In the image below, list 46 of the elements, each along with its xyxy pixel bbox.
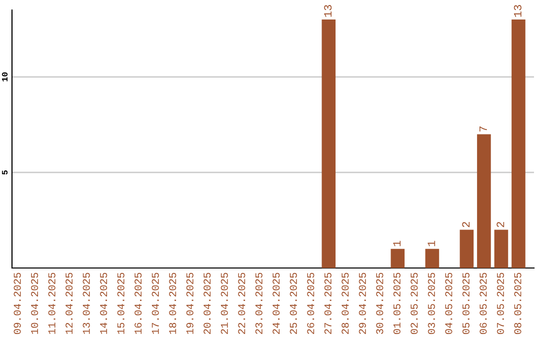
bar — [477, 134, 491, 268]
data-label: 13 — [324, 5, 332, 17]
bar — [512, 20, 526, 268]
x-tick-label: 28.04.2025 — [342, 272, 349, 334]
bar — [425, 248, 440, 268]
x-tick-label: 16.04.2025 — [134, 272, 142, 334]
x-tick-label: 03.05.2025 — [428, 272, 435, 334]
data-label: 2 — [462, 222, 470, 228]
x-tick-label: 05.05.2025 — [462, 272, 470, 334]
data-label: 1 — [428, 240, 436, 246]
x-tick-label: 07.05.2025 — [496, 272, 504, 334]
x-tick-label: 08.05.2025 — [514, 272, 522, 334]
data-label: 1 — [393, 240, 401, 246]
x-tick-label: 30.04.2025 — [376, 272, 384, 334]
x-tick-label: 24.04.2025 — [272, 272, 280, 334]
x-tick-label: 04.05.2025 — [445, 272, 452, 334]
x-tick-label: 25.04.2025 — [290, 272, 297, 334]
data-label: 2 — [496, 222, 504, 228]
x-tick-label: 20.04.2025 — [204, 272, 211, 334]
bar — [322, 20, 336, 268]
x-tick-label: 02.05.2025 — [410, 272, 418, 334]
x-tick-label: 17.04.2025 — [152, 272, 159, 334]
bar — [460, 230, 474, 268]
bar — [494, 230, 508, 268]
x-tick-label: 13.04.2025 — [82, 272, 90, 334]
y-tick-label: 5 — [2, 170, 8, 175]
x-tick-label: 14.04.2025 — [100, 272, 108, 334]
bar — [390, 248, 405, 268]
x-tick-label: 06.05.2025 — [480, 272, 487, 334]
x-tick-label: 26.04.2025 — [307, 272, 314, 334]
x-tick-label: 12.04.2025 — [66, 272, 73, 334]
data-label: 7 — [480, 126, 487, 132]
x-tick-label: 10.04.2025 — [31, 272, 38, 334]
x-tick-label: 23.04.2025 — [255, 272, 262, 334]
x-tick-label: 29.04.2025 — [358, 272, 366, 334]
x-tick-label: 09.04.2025 — [14, 272, 21, 334]
x-tick-label: 21.04.2025 — [220, 272, 228, 334]
y-tick-label: 10 — [2, 72, 8, 82]
x-tick-label: 15.04.2025 — [117, 272, 124, 334]
x-tick-label: 11.04.2025 — [48, 272, 56, 334]
data-label: 13 — [514, 5, 522, 17]
x-tick-label: 01.05.2025 — [393, 272, 400, 334]
x-tick-label: 19.04.2025 — [186, 272, 194, 334]
x-tick-label: 18.04.2025 — [169, 272, 176, 334]
x-tick-label: 22.04.2025 — [238, 272, 246, 334]
x-tick-label: 27.04.2025 — [324, 272, 332, 334]
